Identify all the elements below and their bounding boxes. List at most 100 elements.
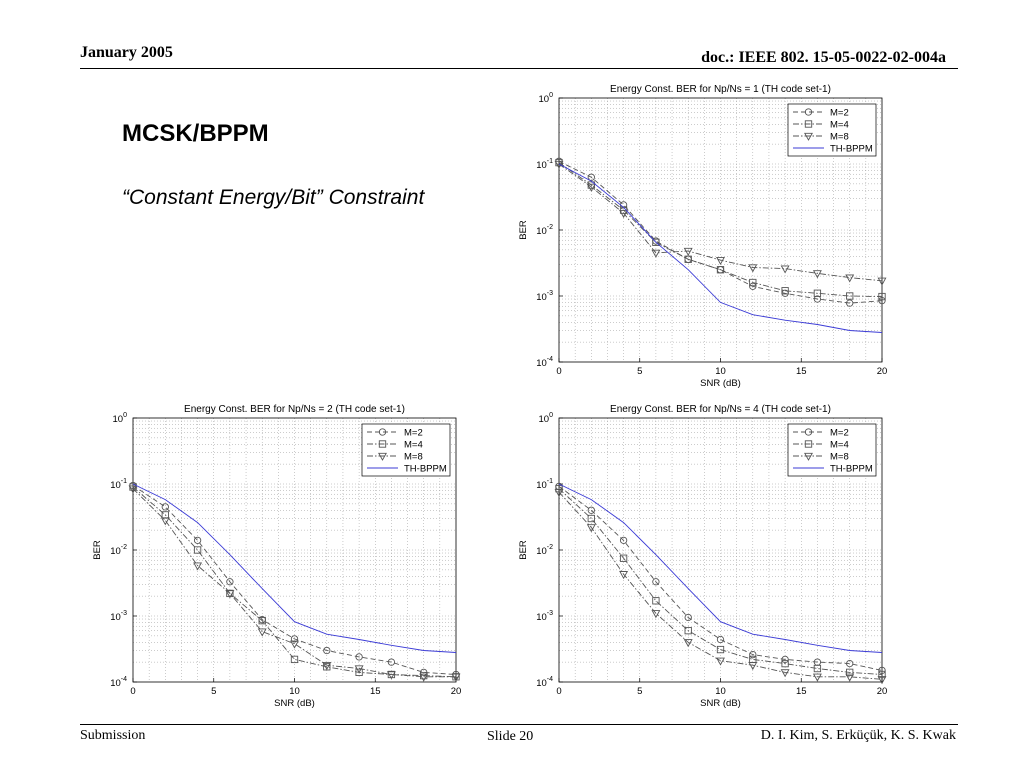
data-point [354, 665, 364, 674]
x-tick-label: 0 [130, 686, 135, 697]
data-point [226, 578, 234, 586]
data-point [781, 287, 789, 295]
data-point [716, 645, 725, 654]
data-point [419, 673, 429, 682]
data-point [586, 183, 596, 192]
x-axis-label: SNR (dB) [700, 378, 741, 389]
series-line [558, 491, 883, 680]
data-point [355, 653, 363, 661]
data-point [813, 664, 822, 673]
y-tick-label: 10-1 [110, 478, 127, 491]
ber-chart-np4: Energy Const. BER for Np/Ns = 4 (TH code… [518, 404, 887, 709]
legend-box [787, 103, 877, 157]
data-point [878, 666, 886, 675]
data-point [684, 626, 692, 635]
data-point [225, 590, 235, 599]
y-tick-label: 10-1 [536, 158, 553, 171]
series-m-8 [554, 489, 887, 685]
x-tick-label: 15 [796, 366, 807, 377]
footer-divider [80, 724, 958, 725]
y-tick-label: 10-3 [536, 290, 553, 303]
data-point [387, 658, 396, 666]
x-tick-label: 10 [715, 686, 726, 697]
data-point [812, 270, 822, 279]
data-point [193, 536, 202, 545]
legend-marker [378, 452, 387, 461]
data-point [846, 292, 854, 300]
data-point [683, 639, 693, 648]
data-point [451, 673, 461, 682]
data-point [846, 299, 854, 307]
data-point [846, 668, 854, 677]
y-tick-label: 10-2 [110, 544, 127, 557]
footer-submission: Submission [80, 728, 146, 743]
y-tick-label: 100 [539, 412, 554, 425]
legend-label: M=4 [404, 440, 423, 451]
legend-marker [378, 440, 387, 448]
data-point [355, 668, 363, 677]
x-tick-label: 20 [877, 366, 888, 377]
data-point [586, 524, 596, 533]
y-tick-label: 10-3 [536, 610, 553, 623]
x-axis-label: SNR (dB) [274, 698, 315, 709]
series-line [558, 163, 883, 333]
data-point [161, 503, 169, 511]
legend: M=2M=4M=8TH-BPPM [787, 103, 877, 157]
series-m-2 [555, 482, 886, 675]
chart-title: Energy Const. BER for Np/Ns = 2 (TH code… [184, 404, 405, 415]
data-point [554, 489, 564, 498]
series-th-bppm [132, 483, 457, 653]
data-point [290, 635, 299, 643]
data-point [683, 247, 693, 256]
data-point [813, 289, 822, 297]
slide-subtitle: “Constant Energy/Bit” Constraint [122, 186, 425, 209]
series-line [558, 483, 883, 653]
legend-marker [804, 440, 813, 448]
x-tick-label: 5 [211, 686, 216, 697]
data-point [716, 635, 725, 644]
data-point [716, 256, 725, 266]
series-line [558, 486, 883, 671]
legend-box [361, 423, 451, 477]
data-point [587, 506, 595, 514]
data-point [781, 659, 789, 668]
series-line [558, 162, 883, 298]
footer-authors: D. I. Kim, S. Erküçük, K. S. Kwak [760, 728, 956, 743]
legend-label: M=4 [830, 120, 849, 131]
data-point [845, 673, 855, 682]
x-tick-label: 0 [556, 366, 561, 377]
data-point [812, 673, 822, 682]
series-th-bppm [558, 483, 883, 653]
data-point [781, 655, 789, 664]
x-tick-label: 5 [637, 686, 642, 697]
legend-label: TH-BPPM [404, 464, 447, 475]
legend-marker [804, 120, 813, 128]
y-axis-label: BER [518, 540, 529, 560]
data-point [780, 669, 790, 678]
x-tick-label: 15 [796, 686, 807, 697]
data-point [877, 277, 887, 286]
footer-slide-number: Slide 20 [487, 729, 534, 744]
y-axis-label: BER [518, 220, 529, 240]
data-point [587, 173, 595, 181]
y-tick-label: 10-1 [536, 478, 553, 491]
header-doc-id: doc.: IEEE 802. 15-05-0022-02-004a [701, 49, 946, 66]
data-point [290, 655, 299, 664]
legend-marker [804, 452, 813, 461]
legend-label: M=2 [830, 428, 849, 439]
x-axis-label: SNR (dB) [700, 698, 741, 709]
legend-label: TH-BPPM [830, 464, 873, 475]
y-tick-label: 10-3 [110, 610, 127, 623]
series-m-8 [554, 160, 887, 286]
grid [559, 98, 882, 362]
y-tick-label: 10-4 [110, 676, 127, 689]
x-tick-label: 5 [637, 366, 642, 377]
data-point [748, 662, 758, 671]
x-tick-label: 10 [289, 686, 300, 697]
data-point [193, 546, 202, 554]
data-point [619, 571, 629, 580]
data-point [652, 597, 660, 605]
legend-box [787, 423, 877, 477]
y-tick-label: 100 [539, 92, 554, 105]
data-point [386, 671, 396, 680]
